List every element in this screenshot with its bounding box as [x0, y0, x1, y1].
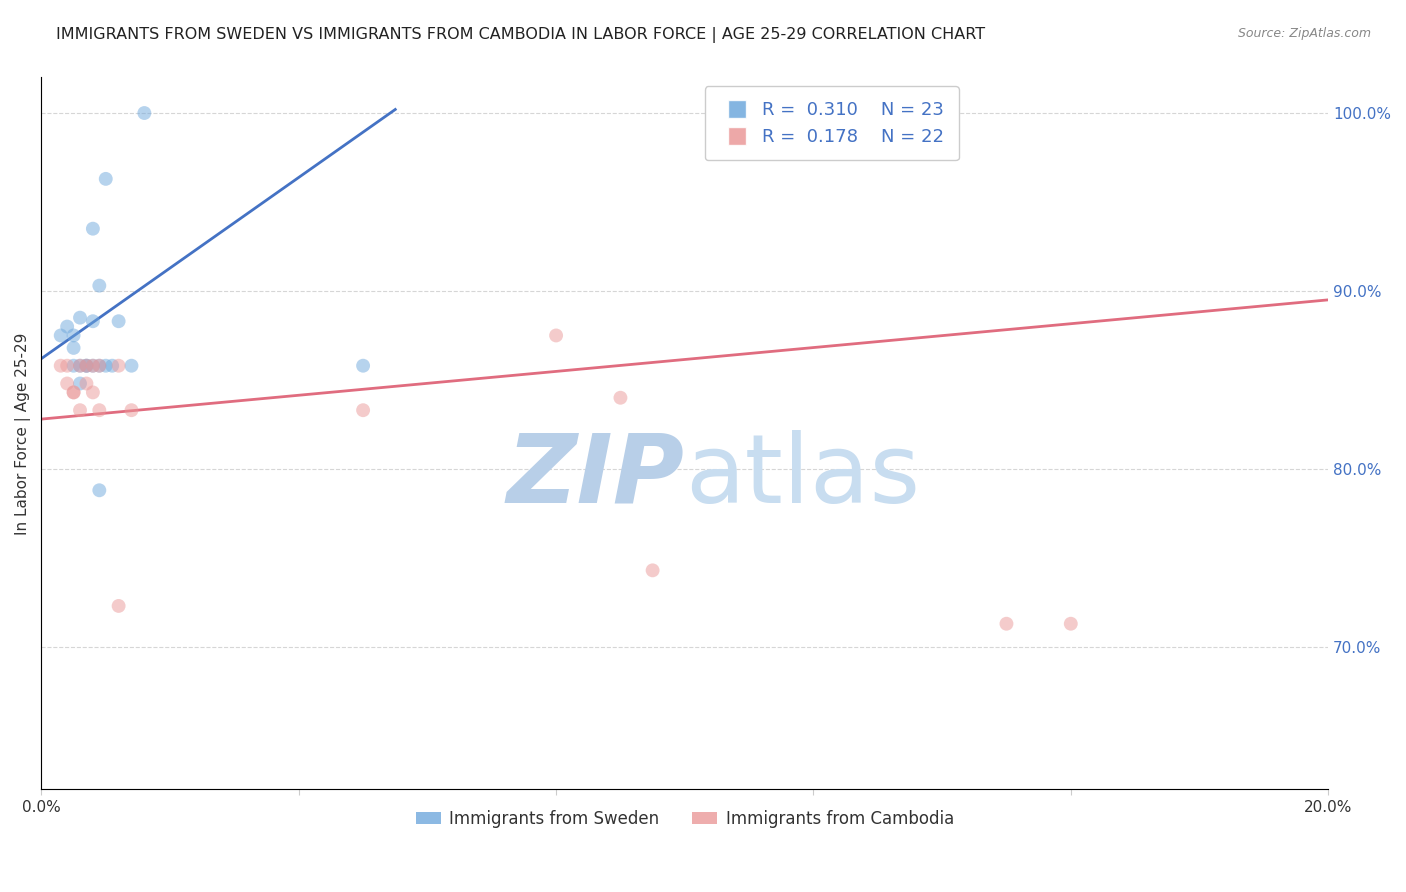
Point [82, 221, 104, 235]
Point [69, 376, 91, 391]
Point [94, 359, 117, 373]
Point [69, 359, 91, 373]
Point [89, 403, 111, 417]
Point [1060, 616, 1083, 631]
Point [134, 106, 156, 120]
Legend: Immigrants from Sweden, Immigrants from Cambodia: Immigrants from Sweden, Immigrants from … [409, 803, 960, 834]
Point [82, 314, 104, 328]
Point [107, 599, 129, 613]
Point [352, 359, 374, 373]
Text: IMMIGRANTS FROM SWEDEN VS IMMIGRANTS FROM CAMBODIA IN LABOR FORCE | AGE 25-29 CO: IMMIGRANTS FROM SWEDEN VS IMMIGRANTS FRO… [56, 27, 986, 43]
Point [56, 319, 79, 334]
Point [546, 328, 568, 343]
Point [89, 483, 111, 498]
Point [56, 376, 79, 391]
Point [69, 403, 91, 417]
Point [107, 359, 129, 373]
Point [121, 359, 143, 373]
Point [89, 359, 111, 373]
Point [995, 616, 1018, 631]
Point [121, 403, 143, 417]
Text: atlas: atlas [685, 430, 920, 523]
Point [82, 385, 104, 400]
Point [82, 359, 104, 373]
Point [49, 328, 72, 343]
Point [75, 359, 97, 373]
Point [609, 391, 631, 405]
Point [62, 341, 84, 355]
Point [94, 172, 117, 186]
Point [82, 359, 104, 373]
Point [62, 385, 84, 400]
Point [56, 359, 79, 373]
Point [352, 403, 374, 417]
Point [62, 359, 84, 373]
Point [69, 359, 91, 373]
Y-axis label: In Labor Force | Age 25-29: In Labor Force | Age 25-29 [15, 332, 31, 534]
Point [69, 310, 91, 325]
Point [62, 385, 84, 400]
Point [75, 376, 97, 391]
Point [641, 563, 664, 577]
Point [75, 359, 97, 373]
Point [62, 328, 84, 343]
Point [75, 359, 97, 373]
Text: Source: ZipAtlas.com: Source: ZipAtlas.com [1237, 27, 1371, 40]
Point [107, 314, 129, 328]
Point [101, 359, 124, 373]
Point [89, 359, 111, 373]
Point [49, 359, 72, 373]
Point [89, 278, 111, 293]
Text: ZIP: ZIP [508, 430, 685, 523]
